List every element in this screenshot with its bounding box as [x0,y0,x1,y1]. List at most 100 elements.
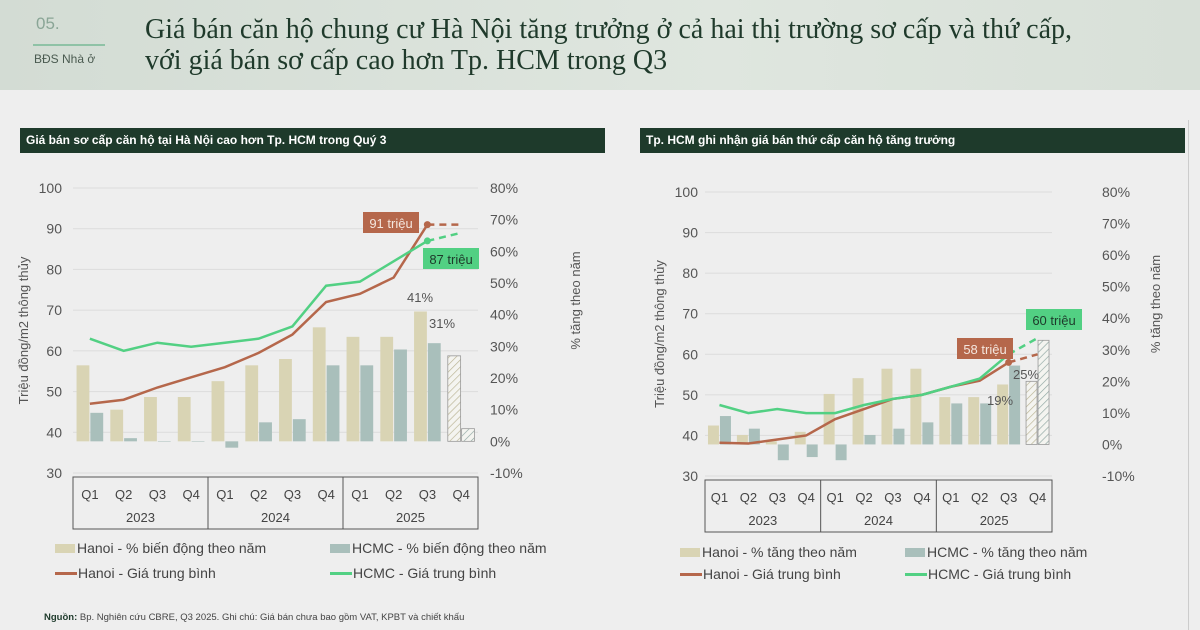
hcmc-pct-bar [259,422,272,442]
year-label: 2024 [864,513,893,528]
y2-tick-label: 50% [490,275,518,291]
legend-swatch [680,572,702,576]
hcmc-pct-bar [922,422,934,445]
hanoi-pct-bar [910,368,922,445]
hanoi-pct-bar [346,336,360,442]
legend-label: Hanoi - % tăng theo năm [702,544,857,560]
y-tick-label: 60 [682,346,698,362]
x-tick-label: Q2 [740,490,757,505]
y2-tick-label: 80% [1102,184,1130,200]
legend-label: HCMC - Giá trung bình [353,565,497,581]
legend-item: Hanoi - Giá trung bình [680,566,841,582]
y2-tick-label: 40% [1102,310,1130,326]
category-axis-box [704,479,1053,533]
year-label: 2024 [261,510,290,525]
year-label: 2023 [126,510,155,525]
y2-tick-label: 80% [490,180,518,196]
legend-swatch [330,571,352,575]
hcmc-price-label-box [1026,309,1082,330]
hcmc-pct-bar [1009,365,1021,445]
hcmc-forecast-line [427,231,462,243]
y-axis-title: Triệu đồng/m2 thông thủy [16,256,31,404]
x-tick-label: Q2 [855,490,872,505]
x-tick-label: Q4 [452,487,469,502]
x-tick-label: Q1 [81,487,98,502]
hanoi-pct-bar [144,397,157,442]
hanoi-pct-label: 19% [987,393,1013,408]
hanoi-pct-bar [110,409,124,442]
hcmc-pct-bar [461,428,475,442]
legend-item: Hanoi - Giá trung bình [55,565,216,581]
hcmc-pct-bar [326,365,340,442]
y2-tick-label: 0% [1102,436,1122,452]
y-tick-label: 70 [46,302,62,318]
hanoi-pct-bar [312,327,326,442]
x-tick-label: Q1 [351,487,368,502]
y2-tick-label: 10% [490,402,518,418]
hcmc-pct-bar [777,444,789,461]
legend-label: Hanoi - % biến động theo năm [77,540,267,556]
y2-tick-label: 70% [490,212,518,228]
legend-swatch [680,547,700,557]
hanoi-pct-bar [1025,380,1038,445]
hcmc-pct-bar [864,434,876,445]
hcmc-price-label: 87 triệu [429,252,472,267]
hcmc-price-label-box [423,248,479,269]
hanoi-pct-bar [380,336,394,442]
y-tick-label: 90 [46,221,62,237]
hcmc-pct-bar [1037,339,1050,445]
category-axis-box [72,476,479,530]
hcmc-pct-bar [124,438,137,442]
legend-item: Hanoi - % tăng theo năm [680,544,857,560]
hanoi-price-label-box [363,212,419,233]
year-label: 2023 [748,513,777,528]
x-tick-label: Q4 [913,490,930,505]
hcmc-forecast-line [1008,336,1039,356]
hanoi-pct-bar [447,355,462,442]
legend-swatch [55,543,75,553]
source-label: Nguồn: [44,612,78,623]
x-tick-label: Q2 [115,487,132,502]
y-tick-label: 30 [46,465,62,481]
x-tick-label: Q1 [826,490,843,505]
hcmc-pct-bar [980,403,992,445]
hcmc-pct-bar [893,428,905,445]
hcmc-pct-label: 25% [1013,367,1039,382]
left-chart-title: Giá bán sơ cấp căn hộ tại Hà Nội cao hơn… [20,128,605,153]
hanoi-pct-bar [245,365,259,442]
y-tick-label: 40 [46,424,62,440]
hanoi-pct-bar [707,425,719,445]
y-tick-label: 60 [46,343,62,359]
hanoi-pct-bar [177,397,191,442]
hcmc-pct-bar [157,441,171,442]
hanoi-pct-bar [968,397,980,445]
hanoi-pct-bar [823,393,835,445]
y-tick-label: 50 [682,387,698,403]
hcmc-pct-bar [748,428,760,445]
legend-swatch [905,547,925,557]
hanoi-pct-bar [881,368,893,445]
legend-label: Hanoi - Giá trung bình [78,565,216,581]
hcmc-pct-bar [360,365,374,442]
legend-item: Hanoi - % biến động theo năm [55,540,266,556]
hcmc-pct-bar [427,343,441,442]
y2-tick-label: 20% [1102,373,1130,389]
source-text: Bp. Nghiên cứu CBRE, Q3 2025. Ghi chú: G… [77,612,465,623]
x-tick-label: Q3 [1000,490,1017,505]
y-tick-label: 50 [46,384,62,400]
hcmc-pct-bar [394,349,407,442]
y-tick-label: 100 [39,180,63,196]
y-tick-label: 90 [682,225,698,241]
hanoi-pct-bar [414,311,427,442]
hcmc-pct-bar [806,444,818,458]
y2-tick-label: 10% [1102,405,1130,421]
legend-swatch [905,572,927,576]
x-tick-label: Q2 [385,487,402,502]
x-tick-label: Q4 [182,487,199,502]
x-tick-label: Q1 [942,490,959,505]
hanoi-price-line [89,223,429,406]
hanoi-q3-point [1005,358,1013,366]
y-axis-title: Triệu đồng/m2 thông thủy [652,260,667,408]
hcmc-pct-bar [90,412,104,442]
source-note: Nguồn: Bp. Nghiên cứu CBRE, Q3 2025. Ghi… [44,612,464,623]
